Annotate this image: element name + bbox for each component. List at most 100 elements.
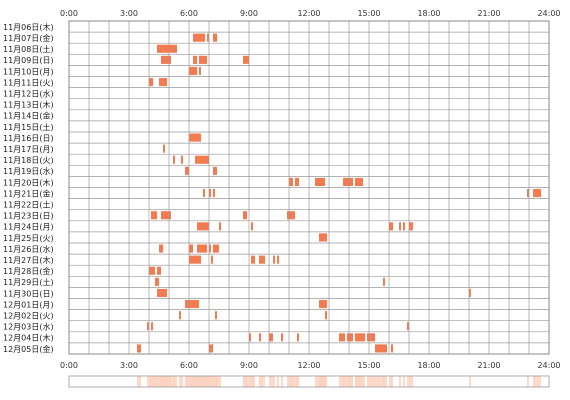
summary-mark xyxy=(277,376,279,387)
x-tick-label-top: 0:00 xyxy=(60,9,78,18)
row-label: 11月13日(木) xyxy=(3,100,54,110)
row-label: 11月29日(土) xyxy=(3,277,54,287)
x-tick-label-bottom: 6:00 xyxy=(180,361,198,370)
activity-mark xyxy=(179,311,181,320)
row-label: 11月22日(土) xyxy=(3,200,54,210)
x-tick-label-top: 12:00 xyxy=(297,9,320,18)
row-label: 12月02日(火) xyxy=(3,312,54,321)
activity-mark xyxy=(295,177,299,186)
activity-mark xyxy=(409,222,413,231)
activity-mark xyxy=(149,266,155,275)
activity-mark xyxy=(199,55,207,64)
summary-mark xyxy=(215,376,217,387)
activity-mark xyxy=(243,55,249,64)
row-label: 11月12日(水) xyxy=(3,89,54,99)
activity-mark xyxy=(137,344,141,353)
row-label: 11月09日(日) xyxy=(3,56,54,65)
activity-mark xyxy=(219,222,221,231)
summary-mark xyxy=(137,376,141,387)
activity-mark xyxy=(189,133,201,142)
activity-mark xyxy=(251,222,253,231)
x-tick-label-bottom: 9:00 xyxy=(240,361,258,370)
activity-mark xyxy=(151,322,153,331)
summary-border xyxy=(68,375,550,388)
row-label: 12月05日(金) xyxy=(3,344,54,354)
x-tick-label-top: 21:00 xyxy=(477,9,500,18)
activity-mark xyxy=(403,222,405,231)
row-label: 11月16日(日) xyxy=(3,134,54,143)
activity-mark xyxy=(213,166,217,175)
activity-mark xyxy=(197,244,207,253)
row-labels: 11月06日(木)11月07日(金)11月08日(土) 11月09日(日) 11月1… xyxy=(3,22,54,354)
activity-mark xyxy=(213,244,219,253)
row-label: 11月20日(木) xyxy=(3,177,54,187)
summary-mark xyxy=(375,376,387,387)
row-label: 11月24日(月) xyxy=(3,223,54,232)
summary-mark xyxy=(173,376,175,387)
summary-mark xyxy=(297,376,299,387)
x-tick-label-top: 3:00 xyxy=(120,9,138,18)
activity-mark xyxy=(161,211,171,220)
summary-mark xyxy=(181,376,183,387)
summary-mark xyxy=(269,376,273,387)
summary-mark xyxy=(157,376,167,387)
activity-mark xyxy=(199,66,201,75)
summary-mark xyxy=(391,376,393,387)
summary-mark xyxy=(249,376,251,387)
activity-mark xyxy=(355,333,365,342)
x-tick-label-bottom: 12:00 xyxy=(297,361,320,370)
activity-mark xyxy=(389,222,393,231)
row-label: 11月17日(月) xyxy=(3,145,54,154)
activity-mark xyxy=(527,189,529,198)
row-label: 11月07日(金) xyxy=(3,33,54,43)
summary-mark xyxy=(259,376,265,387)
activity-mark xyxy=(203,189,205,198)
summary-mark xyxy=(347,376,353,387)
activity-mark xyxy=(193,33,205,42)
bottom-axis-ticks: 0:00 3:00 6:00 9:00 12:00 15:00 18:00 21:00 24:0… xyxy=(60,361,561,370)
activity-mark xyxy=(213,189,215,198)
row-label: 11月26日(水) xyxy=(3,244,54,254)
activity-mark xyxy=(277,255,279,264)
row-label: 12月01日(月) xyxy=(3,300,54,309)
summary-mark xyxy=(319,376,327,387)
row-label: 11月30日(日) xyxy=(3,289,54,298)
activity-mark xyxy=(315,177,325,186)
summary-mark xyxy=(533,376,541,387)
activity-mark xyxy=(189,244,193,253)
activity-mark xyxy=(213,33,217,42)
activity-mark xyxy=(319,300,327,309)
summary-background xyxy=(69,376,549,387)
activity-mark xyxy=(273,255,275,264)
row-label: 11月19日(水) xyxy=(3,166,54,176)
activity-mark xyxy=(469,288,471,297)
summary-mark xyxy=(207,376,209,387)
activity-mark xyxy=(289,177,293,186)
x-tick-label-bottom: 3:00 xyxy=(120,361,138,370)
row-label: 11月27日(木) xyxy=(3,255,54,265)
summary-mark xyxy=(527,376,529,387)
activity-mark xyxy=(243,211,247,220)
activity-mark xyxy=(195,155,207,164)
activity-mark xyxy=(209,344,213,353)
activity-mark xyxy=(207,222,209,231)
activity-mark xyxy=(391,344,393,353)
activity-mark xyxy=(383,277,385,286)
activity-mark xyxy=(259,333,261,342)
row-label: 12月03日(水) xyxy=(3,322,54,332)
activity-mark xyxy=(209,189,211,198)
activity-mark xyxy=(343,177,353,186)
activity-mark xyxy=(281,333,283,342)
activity-mark xyxy=(249,333,251,342)
activity-mark xyxy=(399,222,401,231)
x-tick-label-top: 15:00 xyxy=(357,9,380,18)
activity-mark xyxy=(161,55,171,64)
activity-mark xyxy=(251,255,255,264)
row-label: 11月06日(木) xyxy=(3,22,54,32)
activity-mark xyxy=(211,255,213,264)
activity-mark xyxy=(287,211,295,220)
activity-mark xyxy=(181,155,183,164)
activity-mark xyxy=(259,255,265,264)
activity-mark xyxy=(215,311,217,320)
